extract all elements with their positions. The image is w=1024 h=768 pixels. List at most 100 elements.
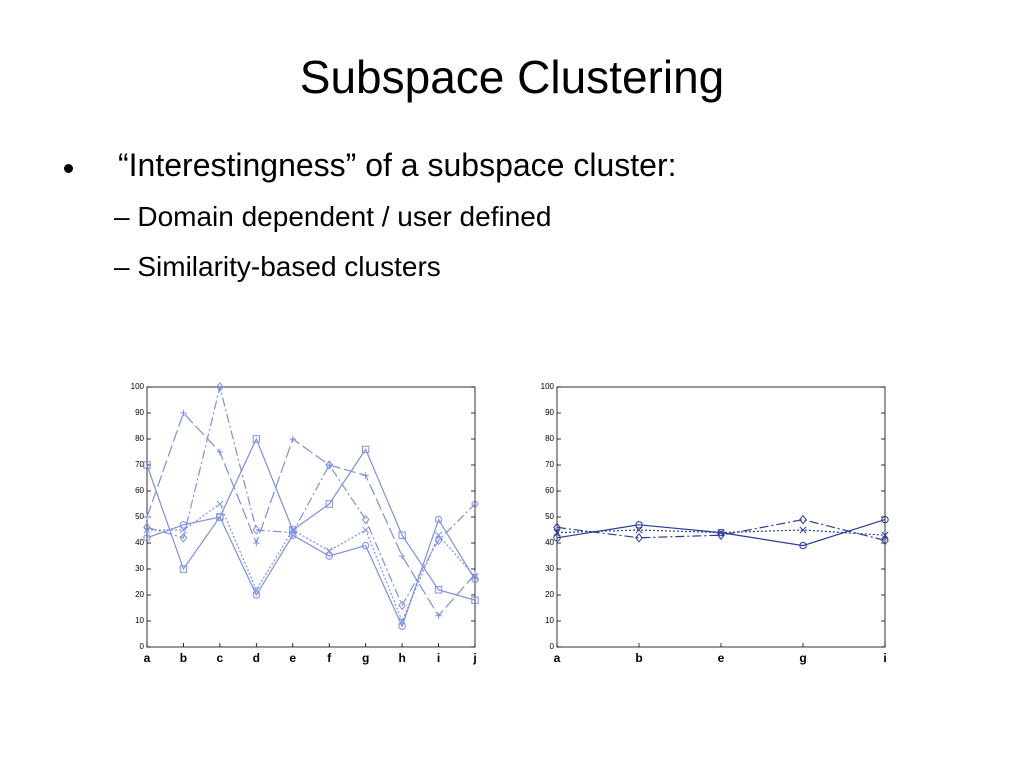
marker <box>361 514 370 525</box>
marker <box>717 529 725 537</box>
sub-bullet: – Domain dependent / user defined <box>114 201 552 232</box>
y-tick-label: 60 <box>545 486 554 495</box>
marker <box>252 591 261 599</box>
x-tick-label: i <box>883 651 886 665</box>
series-line <box>146 437 476 601</box>
marker <box>143 522 151 533</box>
x-tick-label: b <box>635 651 642 665</box>
y-tick-label: 30 <box>135 564 144 573</box>
marker <box>252 586 260 594</box>
y-tick-label: 10 <box>545 616 554 625</box>
marker <box>635 532 643 543</box>
x-tick-label: f <box>327 651 332 665</box>
y-tick-label: 90 <box>135 408 144 417</box>
sub-bullet: – Similarity-based clusters <box>114 251 441 282</box>
marker <box>471 573 479 581</box>
marker <box>326 461 333 469</box>
marker <box>799 526 807 534</box>
marker <box>471 596 479 604</box>
marker <box>435 531 443 539</box>
slide-title: Subspace Clustering <box>299 51 725 103</box>
marker <box>179 521 188 529</box>
marker <box>398 600 406 611</box>
marker <box>881 531 889 539</box>
y-tick-label: 0 <box>140 642 145 651</box>
y-tick-label: 60 <box>135 486 144 495</box>
x-tick-label: h <box>398 651 405 665</box>
marker <box>143 461 151 469</box>
marker <box>216 513 224 521</box>
series-line <box>146 516 476 628</box>
marker <box>362 472 369 479</box>
marker <box>398 552 406 560</box>
marker <box>361 541 370 550</box>
marker <box>143 534 151 542</box>
marker <box>325 552 333 560</box>
marker <box>799 541 807 550</box>
marker <box>717 530 725 541</box>
marker <box>435 612 442 619</box>
marker <box>471 499 479 509</box>
marker <box>179 532 188 543</box>
marker <box>252 435 261 443</box>
marker <box>180 409 187 417</box>
marker <box>361 445 370 454</box>
y-tick-label: 30 <box>545 564 554 573</box>
marker <box>553 522 561 533</box>
y-tick-label: 50 <box>135 512 144 521</box>
y-tick-label: 70 <box>545 460 554 469</box>
marker <box>289 531 297 539</box>
series-line <box>146 411 476 617</box>
marker <box>635 521 643 529</box>
series-line <box>147 503 476 623</box>
marker <box>398 617 406 625</box>
plot-frame <box>556 386 886 648</box>
marker <box>881 535 889 546</box>
x-tick-label: a <box>144 651 151 665</box>
marker <box>253 539 260 547</box>
marker <box>288 527 297 538</box>
marker <box>398 531 406 539</box>
marker <box>143 513 151 521</box>
marker <box>799 514 807 525</box>
y-tick-label: 40 <box>545 538 554 547</box>
y-tick-label: 80 <box>135 434 144 443</box>
x-tick-label: g <box>799 651 806 665</box>
y-tick-label: 20 <box>135 590 144 599</box>
marker <box>553 534 561 542</box>
y-tick-label: 20 <box>545 590 554 599</box>
x-tick-label: j <box>472 651 476 665</box>
marker <box>179 565 188 573</box>
marker <box>325 500 333 508</box>
marker <box>434 586 443 594</box>
y-tick-label: 10 <box>135 616 144 625</box>
y-tick-label: 90 <box>545 408 554 417</box>
series-line <box>146 386 476 607</box>
y-tick-label: 100 <box>541 382 555 391</box>
y-tick-label: 40 <box>135 538 144 547</box>
y-tick-label: 80 <box>545 434 554 443</box>
marker <box>216 448 224 456</box>
series-line <box>556 518 886 541</box>
bullet-dot <box>64 164 73 173</box>
y-tick-label: 70 <box>135 460 144 469</box>
marker <box>635 526 643 534</box>
x-tick-label: e <box>718 651 725 665</box>
marker <box>325 547 333 555</box>
marker <box>179 526 187 534</box>
bullet: “Interestingness” of a subspace cluster: <box>118 147 677 183</box>
marker <box>289 435 296 443</box>
x-tick-label: g <box>362 651 369 665</box>
marker <box>216 500 224 508</box>
marker <box>325 460 334 470</box>
y-tick-label: 50 <box>545 512 554 521</box>
x-tick-label: e <box>289 651 296 665</box>
marker <box>434 515 443 524</box>
marker <box>434 535 443 546</box>
marker <box>252 525 261 535</box>
x-tick-label: c <box>217 651 224 665</box>
marker <box>881 515 889 524</box>
x-tick-label: a <box>554 651 561 665</box>
